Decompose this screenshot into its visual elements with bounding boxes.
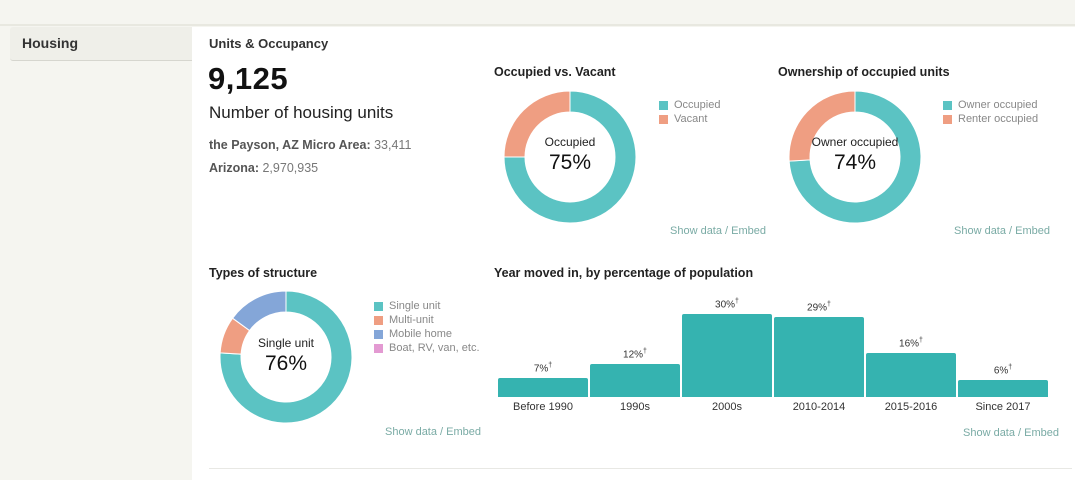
bar-value-label: 30%†	[715, 298, 739, 311]
donut-slice-vacant[interactable]	[503, 90, 571, 158]
chart-links-structure: Show data / Embed	[385, 426, 482, 438]
donut-center-value: 75%	[548, 151, 592, 174]
donut-center-value: 76%	[264, 352, 308, 375]
bar[interactable]	[590, 363, 680, 397]
embed-link[interactable]: Embed	[446, 426, 482, 438]
section-title: Units & Occupancy	[209, 36, 329, 51]
sidebar-item-housing[interactable]: Housing	[10, 27, 192, 61]
bar-value-label: 29%†	[807, 300, 831, 314]
legend-item-multi-unit: Multi-unit	[374, 313, 480, 327]
bar[interactable]	[498, 377, 588, 397]
swatch-icon	[374, 301, 383, 311]
donut-center-label: Owner occupied	[811, 135, 899, 149]
comparison-value: 2,970,935	[262, 161, 319, 175]
year-moved-bar-chart: 7%† Before 1990 12%† 1990s 30%† 2000s 29%† 2010…	[498, 297, 1050, 417]
structure-donut-chart[interactable]	[218, 289, 354, 425]
swatch-icon	[374, 343, 383, 353]
comparison-label: Arizona:	[209, 161, 259, 175]
donut-center-ownership: Owner occupied 74%	[800, 135, 910, 175]
donut-slice-single-unit[interactable]	[219, 290, 353, 424]
swatch-icon	[374, 329, 383, 339]
bar-value-label: 6%†	[993, 364, 1013, 377]
bar[interactable]	[682, 314, 772, 397]
comparison-metro: the Payson, AZ Micro Area: 33,411	[209, 138, 411, 152]
chart-title-year-moved: Year moved in, by percentage of populati…	[494, 266, 754, 280]
embed-link[interactable]: Embed	[1015, 225, 1051, 237]
donut-slice-occupied[interactable]	[503, 90, 637, 224]
ownership-donut-chart[interactable]	[787, 89, 923, 225]
comparison-label: the Payson, AZ Micro Area:	[209, 138, 371, 152]
donut-center-structure: Single unit 76%	[231, 336, 341, 376]
donut-slice-mobile-home[interactable]	[231, 290, 287, 332]
embed-link[interactable]: Embed	[1024, 427, 1060, 439]
legend-item-vacant: Vacant	[659, 112, 720, 126]
swatch-icon	[374, 315, 383, 325]
chart-links-ownership: Show data / Embed	[954, 225, 1051, 237]
donut-slice-renter-occupied[interactable]	[788, 90, 856, 162]
bar[interactable]	[774, 316, 864, 397]
bar-value-label: 12%†	[623, 347, 647, 361]
occupancy-donut-chart[interactable]	[502, 89, 638, 225]
bar[interactable]	[866, 352, 956, 397]
top-border	[0, 24, 1075, 26]
swatch-icon	[943, 100, 952, 110]
legend-occupancy: Occupied Vacant	[659, 98, 720, 126]
show-data-link[interactable]: Show data	[385, 426, 437, 438]
bar-category-label: Since 2017	[975, 401, 1031, 413]
bar[interactable]	[958, 380, 1048, 397]
legend-item-renter: Renter occupied	[943, 112, 1038, 126]
bar-value-label: 7%†	[533, 361, 553, 374]
comparison-state: Arizona: 2,970,935	[209, 161, 318, 175]
chart-title-occupancy: Occupied vs. Vacant	[494, 65, 616, 79]
chart-links-year-moved: Show data / Embed	[963, 427, 1060, 439]
legend-item-owner: Owner occupied	[943, 98, 1038, 112]
swatch-icon	[659, 114, 668, 124]
section-divider	[209, 468, 1072, 469]
donut-center-label: Single unit	[257, 336, 315, 350]
legend-item-mobile-home: Mobile home	[374, 327, 480, 341]
chart-title-ownership: Ownership of occupied units	[778, 65, 950, 79]
bar-category-label: 2010-2014	[792, 401, 846, 413]
bar-category-label: 2000s	[712, 401, 742, 413]
legend-item-occupied: Occupied	[659, 98, 720, 112]
legend-item-single-unit: Single unit	[374, 299, 480, 313]
legend-item-boat-rv: Boat, RV, van, etc.	[374, 341, 480, 355]
chart-links-occupancy: Show data / Embed	[670, 225, 767, 237]
bar-value-label: 16%†	[899, 336, 923, 350]
donut-center-value: 74%	[833, 151, 877, 174]
sidebar-item-label: Housing	[22, 35, 78, 51]
bar-category-label: 2015-2016	[884, 401, 938, 413]
show-data-link[interactable]: Show data	[670, 225, 722, 237]
donut-center-label: Occupied	[544, 135, 596, 149]
comparison-value: 33,411	[374, 138, 412, 152]
swatch-icon	[943, 114, 952, 124]
swatch-icon	[659, 100, 668, 110]
donut-slice-owner-occupied[interactable]	[788, 90, 922, 224]
show-data-link[interactable]: Show data	[963, 427, 1015, 439]
legend-ownership: Owner occupied Renter occupied	[943, 98, 1038, 126]
show-data-link[interactable]: Show data	[954, 225, 1006, 237]
embed-link[interactable]: Embed	[731, 225, 767, 237]
headline-label: Number of housing units	[209, 103, 394, 122]
bar-category-label: Before 1990	[513, 401, 573, 413]
donut-center-occupancy: Occupied 75%	[515, 135, 625, 175]
chart-title-structure: Types of structure	[209, 266, 318, 280]
legend-structure: Single unit Multi-unit Mobile home Boat,…	[374, 299, 480, 355]
headline-value: 9,125	[208, 61, 289, 96]
bar-category-label: 1990s	[620, 401, 650, 413]
main-panel: Units & Occupancy 9,125 Number of housin…	[192, 27, 1075, 480]
